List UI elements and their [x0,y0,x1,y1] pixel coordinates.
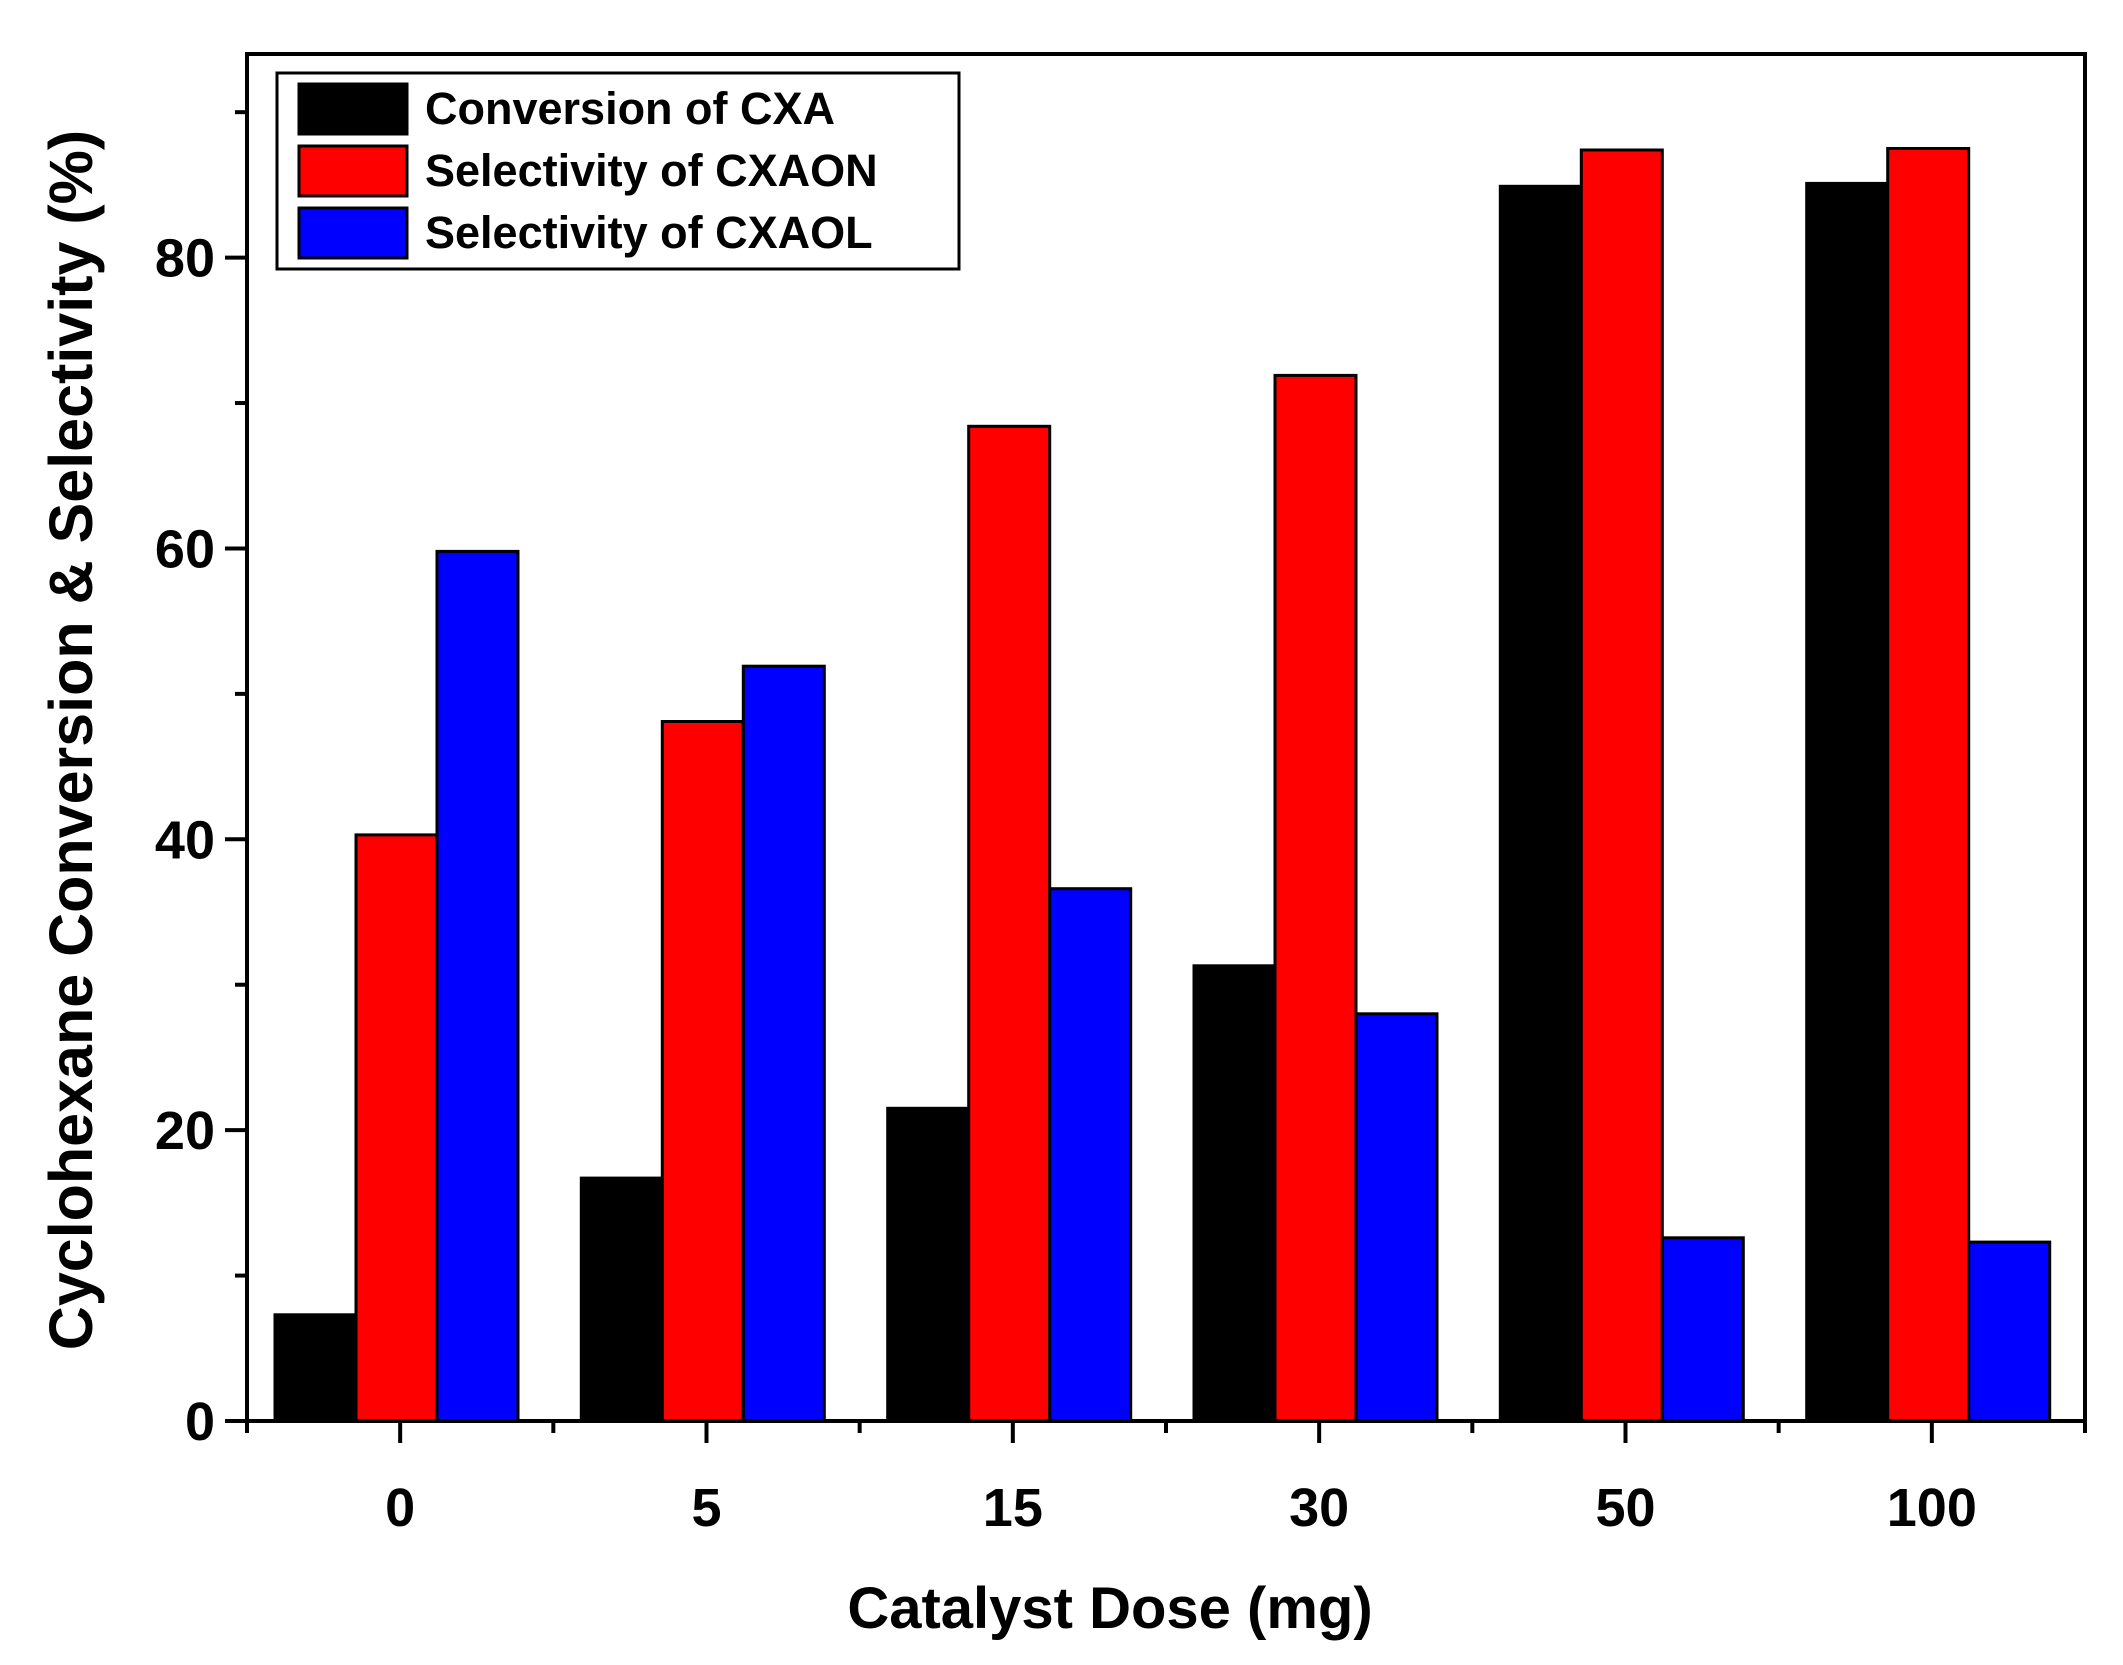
bar-50-series-3 [1660,1236,1745,1423]
legend: Conversion of CXA Selectivity of CXAON Sel… [275,71,961,271]
legend-swatch-series-1 [297,82,409,136]
bars-layer [273,147,2052,1423]
x-tick-label: 5 [691,1478,721,1538]
bar-30-series-3 [1354,1012,1439,1423]
bar-30-series-1 [1192,964,1277,1423]
y-tick-label: 0 [185,1392,215,1452]
bar-0-series-2 [354,833,439,1423]
y-tick-label: 80 [155,229,215,289]
bar-100-series-3 [1967,1240,2052,1423]
bar-5-series-3 [741,664,826,1423]
legend-label-series-2: Selectivity of CXAON [425,145,878,196]
bar-50-series-2 [1579,148,1664,1423]
x-axis-label: Catalyst Dose (mg) [847,1576,1372,1641]
y-tick-label: 40 [155,810,215,870]
bar-100-series-1 [1805,181,1890,1423]
axes-layer: 0 20 40 60 80 0 5 15 30 50 100 [155,110,2087,1538]
bar-15-series-3 [1048,887,1133,1423]
x-tick-label: 30 [1289,1478,1349,1538]
bar-5-series-2 [660,720,745,1423]
bar-5-series-1 [579,1176,664,1423]
x-tick-label: 0 [385,1478,415,1538]
bar-100-series-2 [1886,147,1971,1423]
y-tick-label: 60 [155,519,215,579]
y-axis-label: Cyclohexane Conversion & Selectivity (%) [37,130,105,1350]
bar-30-series-2 [1273,373,1358,1423]
bar-50-series-1 [1498,184,1583,1423]
legend-label-series-3: Selectivity of CXAOL [425,207,873,258]
legend-swatch-series-2 [297,144,409,198]
x-tick-label: 100 [1887,1478,1977,1538]
plot-frame [245,52,2087,1423]
bar-0-series-3 [435,549,520,1423]
legend-swatch-series-3 [297,206,409,260]
x-tick-label: 15 [983,1478,1043,1538]
bar-15-series-1 [886,1106,971,1423]
bar-15-series-2 [967,424,1052,1423]
x-tick-label: 50 [1595,1478,1655,1538]
legend-label-series-1: Conversion of CXA [425,83,835,134]
y-tick-label: 20 [155,1101,215,1161]
bar-0-series-1 [273,1313,358,1423]
